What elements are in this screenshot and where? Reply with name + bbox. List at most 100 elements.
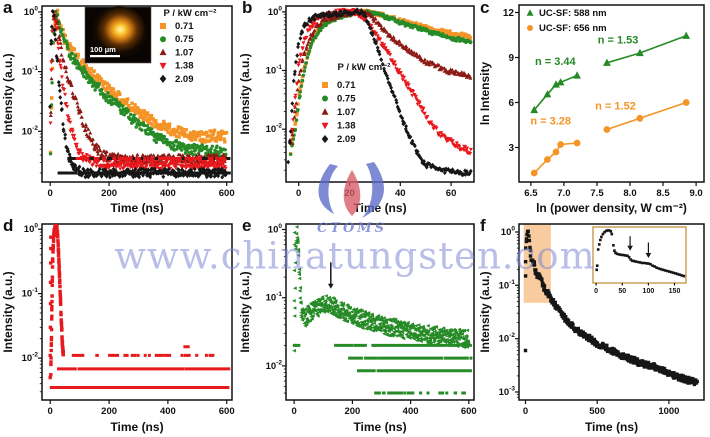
svg-text:8.0: 8.0 bbox=[623, 188, 636, 199]
legend-item-label: UC-SF: 588 nm bbox=[539, 8, 607, 19]
noise-row bbox=[57, 367, 231, 371]
panel-letter-c: c bbox=[480, 0, 490, 17]
svg-text:9: 9 bbox=[508, 53, 514, 64]
scale-bar bbox=[90, 55, 120, 58]
panel-letter-a: a bbox=[3, 0, 13, 17]
svg-text:0: 0 bbox=[523, 406, 528, 417]
panel-e: e 0 200 400 600 100 10-1 10-2 Time (ns) Intensit… bbox=[237, 216, 477, 437]
noise-row bbox=[334, 343, 472, 347]
x-axis-label: Time (ns) bbox=[585, 420, 638, 434]
svg-text:3: 3 bbox=[508, 143, 514, 154]
series-decay bbox=[48, 224, 65, 380]
legend-title: P / kW cm⁻² bbox=[338, 62, 391, 73]
x-axis-label: Time (ns) bbox=[353, 420, 406, 434]
svg-text:10-1: 10-1 bbox=[266, 291, 283, 304]
plot-frame bbox=[518, 4, 705, 183]
legend-marker-icon bbox=[159, 62, 167, 70]
panel-d-chart: 0 200 400 600 100 10-1 10-2 Time (ns) Intensity … bbox=[1, 223, 235, 434]
plot-frame bbox=[41, 5, 233, 183]
svg-text:10-1: 10-1 bbox=[499, 279, 516, 292]
panel-b-chart: 0 20 40 60 100 10-1 10-2 Time (ns) Intensity (a.… bbox=[238, 5, 475, 215]
legend-item-label: 0.75 bbox=[337, 94, 356, 105]
svg-text:150: 150 bbox=[669, 288, 681, 295]
svg-text:0: 0 bbox=[48, 406, 53, 417]
panel-letter-f: f bbox=[480, 216, 486, 235]
legend-item-label: 1.07 bbox=[337, 107, 356, 118]
inset-chart: 0 50 100 150 bbox=[592, 226, 687, 295]
panel-e-chart: 0 200 400 600 100 10-1 10-2 Time (ns) Intensity … bbox=[238, 223, 477, 434]
legend-marker-icon bbox=[160, 36, 166, 43]
annotation-text: n = 1.52 bbox=[595, 100, 636, 112]
svg-text:40: 40 bbox=[395, 188, 406, 199]
annotation-text: n = 3.44 bbox=[535, 56, 577, 68]
y-axis-label: ln Intensity bbox=[478, 62, 492, 126]
legend-item-label: 1.38 bbox=[337, 121, 356, 132]
svg-text:100: 100 bbox=[268, 5, 283, 18]
panel-f: f 0 500 1000 100 10-1 10-2 10-3 Time (ns) Intens… bbox=[477, 216, 710, 437]
legend: UC-SF: 588 nm UC-SF: 656 nm bbox=[526, 8, 607, 34]
legend-marker-icon bbox=[321, 108, 329, 115]
svg-text:500: 500 bbox=[589, 406, 605, 417]
legend-item-label: 0.71 bbox=[337, 80, 356, 91]
x-axis-label: Time (ns) bbox=[353, 201, 406, 215]
series-inset-decay bbox=[595, 229, 686, 278]
noise-row bbox=[75, 157, 226, 160]
svg-text:10-2: 10-2 bbox=[499, 332, 516, 345]
legend-marker-icon bbox=[322, 82, 328, 88]
legend-title: P / kW cm⁻² bbox=[164, 8, 217, 19]
series-decay bbox=[292, 225, 471, 353]
series-0.71 bbox=[48, 8, 229, 155]
x-axis-label: ln (power density, W cm⁻²) bbox=[536, 201, 687, 215]
panel-d: d 0 200 400 600 100 10-1 10-2 Time (ns) Intensit… bbox=[0, 216, 237, 437]
legend-marker-icon bbox=[321, 135, 329, 144]
legend-marker-icon bbox=[526, 9, 534, 16]
legend-item-label: 1.38 bbox=[175, 61, 194, 72]
legend-item-label: 0.75 bbox=[175, 34, 194, 45]
svg-text:6: 6 bbox=[508, 98, 514, 109]
panel-letter-b: b bbox=[242, 0, 253, 17]
svg-text:400: 400 bbox=[160, 188, 176, 199]
noise-row bbox=[183, 345, 190, 349]
legend-item-label: 1.07 bbox=[175, 47, 194, 58]
legend-marker-icon bbox=[527, 25, 533, 31]
y-axis-label: Intensity (a.u.) bbox=[238, 53, 252, 134]
legend-item-label: 0.71 bbox=[175, 21, 194, 32]
svg-text:200: 200 bbox=[344, 406, 360, 417]
arrow-icon bbox=[328, 283, 334, 289]
svg-text:400: 400 bbox=[160, 406, 176, 417]
legend-marker-icon bbox=[159, 74, 167, 83]
svg-text:100: 100 bbox=[643, 288, 655, 295]
panel-c: c 6.5 7.0 7.5 8.0 8.5 9.0 3 6 9 12 ln (power densi… bbox=[477, 0, 710, 218]
arrow-icon bbox=[645, 253, 652, 258]
svg-text:100: 100 bbox=[24, 6, 39, 19]
svg-text:10-1: 10-1 bbox=[22, 65, 39, 78]
svg-text:9.0: 9.0 bbox=[689, 188, 702, 199]
noise-row bbox=[71, 353, 215, 357]
series-decay bbox=[523, 229, 699, 387]
x-axis-label: Time (ns) bbox=[110, 201, 163, 215]
photo-inset: 100 μm bbox=[84, 6, 152, 64]
legend: P / kW cm⁻² 0.71 0.75 1.07 1.38 2.09 bbox=[159, 8, 217, 85]
arrow-icon bbox=[627, 245, 633, 251]
svg-text:1000: 1000 bbox=[658, 406, 679, 417]
svg-text:10-2: 10-2 bbox=[266, 123, 283, 136]
svg-text:20: 20 bbox=[344, 188, 355, 199]
svg-text:8.5: 8.5 bbox=[656, 188, 670, 199]
svg-text:200: 200 bbox=[101, 188, 117, 199]
x-axis-label: Time (ns) bbox=[110, 420, 163, 434]
noise-row bbox=[348, 356, 473, 360]
plot-frame bbox=[41, 223, 233, 401]
y-axis-label: Intensity (a.u.) bbox=[1, 271, 15, 352]
svg-text:10-2: 10-2 bbox=[22, 352, 39, 365]
svg-text:10-2: 10-2 bbox=[22, 125, 39, 138]
y-axis-label: Intensity (a.u.) bbox=[238, 271, 252, 352]
svg-text:0: 0 bbox=[594, 288, 598, 295]
svg-text:100: 100 bbox=[24, 223, 39, 236]
svg-text:0: 0 bbox=[291, 406, 296, 417]
noise-row bbox=[99, 163, 223, 167]
svg-text:400: 400 bbox=[403, 406, 419, 417]
legend: P / kW cm⁻² 0.71 0.75 1.07 1.38 2.09 bbox=[321, 62, 391, 145]
legend-marker-icon bbox=[321, 122, 329, 130]
